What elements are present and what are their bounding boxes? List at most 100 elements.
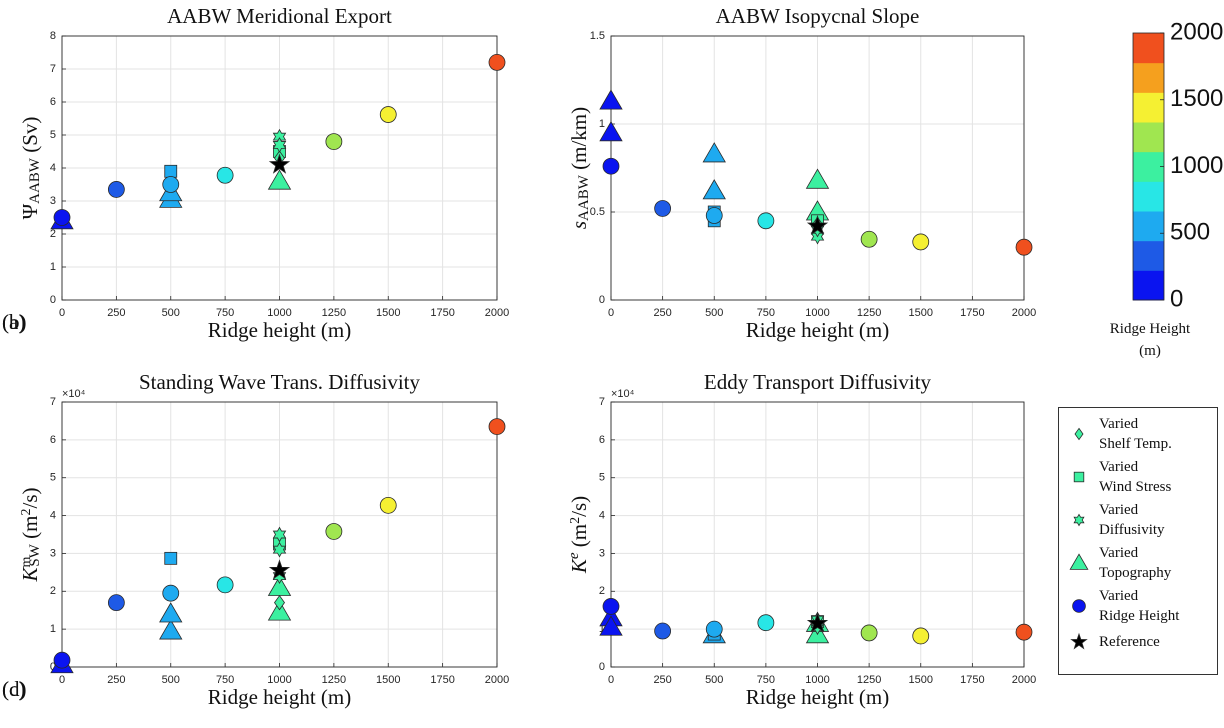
marker-triangle — [267, 169, 292, 190]
chart-title: AABW Isopycnal Slope — [716, 4, 920, 28]
marker-triangle — [805, 168, 830, 189]
marker-triangle — [267, 600, 292, 621]
x-tick-label: 250 — [653, 307, 671, 319]
marker-circle — [602, 157, 620, 175]
legend-swatch — [1069, 552, 1089, 570]
marker-hexagram — [272, 568, 287, 584]
y-tick-label: 6 — [50, 434, 56, 446]
y-tick-label: 7 — [599, 396, 605, 408]
marker-diamond — [274, 594, 285, 611]
x-tick-label: 0 — [608, 674, 614, 686]
marker-circle — [757, 212, 775, 230]
colorbar-band — [1133, 151, 1164, 182]
x-tick-label: 1500 — [376, 674, 400, 686]
marker-circle — [325, 523, 343, 540]
y-tick-label: 8 — [50, 30, 56, 42]
legend-label: Varied Wind Stress — [1099, 458, 1172, 495]
x-tick-label: 500 — [162, 674, 180, 686]
y-axis-label: KmSW (m2/s) — [18, 488, 43, 583]
marker-circle — [1015, 238, 1033, 256]
legend-label: Varied Diffusivity — [1099, 501, 1165, 538]
y-tick-label: 5 — [50, 129, 56, 141]
legend-label: Varied Topography — [1099, 544, 1172, 581]
marker-circle — [1015, 623, 1033, 641]
x-axis-label: Ridge height (m) — [746, 685, 889, 709]
colorbar-tick-label: 1000 — [1170, 152, 1223, 179]
y-axis-label-part: (m/km) — [567, 107, 591, 175]
marker-square — [164, 164, 178, 178]
panel-label: (b) — [2, 310, 27, 334]
x-tick-label: 2000 — [1012, 307, 1036, 319]
marker-triangle — [599, 121, 623, 142]
marker-circle — [705, 620, 723, 638]
x-tick-label: 250 — [107, 307, 125, 319]
y-axis-label-part: (m — [567, 524, 591, 553]
marker-hexagram — [272, 137, 287, 153]
axes-frame — [61, 35, 498, 301]
marker-triangle — [702, 179, 726, 200]
marker-circle — [216, 576, 234, 594]
x-tick-label: 1250 — [857, 674, 881, 686]
y-axis-label-part: K — [567, 558, 591, 574]
x-tick-label: 500 — [705, 674, 723, 686]
legend-swatch — [1073, 471, 1085, 482]
marker-triangle — [599, 89, 623, 110]
y-axis-label: ΨAABW (Sv) — [18, 117, 43, 220]
x-tick-label: 1750 — [960, 674, 984, 686]
colorbar-tick-label: 500 — [1170, 219, 1210, 246]
y-axis-label-part: Ψ — [18, 203, 42, 219]
colorbar-band — [1133, 270, 1164, 301]
y-tick-label: 3 — [50, 547, 56, 559]
marker-triangle — [159, 602, 183, 623]
x-tick-label: 0 — [59, 674, 65, 686]
legend-entry: Reference — [1059, 627, 1217, 657]
marker-circle — [912, 233, 930, 251]
x-tick-label: 750 — [757, 674, 775, 686]
legend-swatch — [1074, 427, 1084, 440]
x-tick-label: 2000 — [1012, 674, 1036, 686]
marker-circle — [1072, 598, 1086, 613]
marker-circle — [705, 207, 723, 224]
colorbar-band — [1133, 181, 1164, 212]
y-axis-label-part: 2 — [19, 509, 34, 516]
marker-circle — [379, 106, 397, 123]
y-axis-label-part: (Sv) — [18, 117, 42, 158]
marker-circle — [216, 166, 234, 184]
x-tick-label: 0 — [608, 307, 614, 319]
colorbar-band — [1133, 240, 1164, 271]
y-tick-label: 2 — [599, 585, 605, 597]
chart-title: Eddy Transport Diffusivity — [704, 370, 932, 394]
legend-entry: Varied Ridge Height — [1059, 584, 1217, 627]
marker-circle — [107, 181, 125, 198]
marker-circle — [53, 651, 71, 669]
x-tick-label: 1500 — [909, 307, 933, 319]
marker-circle — [654, 622, 672, 640]
y-tick-label: 1 — [599, 118, 605, 130]
x-tick-label: 1000 — [805, 674, 829, 686]
x-tick-label: 750 — [216, 307, 234, 319]
marker-triangle — [159, 619, 183, 640]
legend-label: Varied Shelf Temp. — [1099, 415, 1172, 452]
y-axis-label-part: (m — [18, 516, 42, 545]
marker-triangle — [599, 615, 623, 636]
marker-circle — [757, 614, 775, 632]
marker-circle — [488, 54, 506, 71]
y-tick-label: 5 — [599, 472, 605, 484]
y-tick-label: 2 — [50, 228, 56, 240]
legend-entry: Varied Shelf Temp. — [1059, 412, 1217, 455]
x-tick-label: 500 — [162, 307, 180, 319]
y-axis-label-part: K — [18, 566, 42, 582]
y-tick-label: 4 — [599, 509, 605, 521]
marker-star — [268, 153, 291, 174]
y-axis-label-part: m — [19, 556, 34, 567]
marker-diamond — [1074, 427, 1084, 440]
y-tick-label: 6 — [50, 96, 56, 108]
x-tick-label: 0 — [59, 307, 65, 319]
colorbar-band — [1133, 92, 1164, 123]
marker-star — [806, 214, 829, 236]
legend-swatch — [1070, 632, 1088, 650]
axes-frame — [610, 401, 1025, 668]
marker-circle — [53, 209, 71, 226]
y-axis-label-part: /s) — [18, 488, 42, 509]
